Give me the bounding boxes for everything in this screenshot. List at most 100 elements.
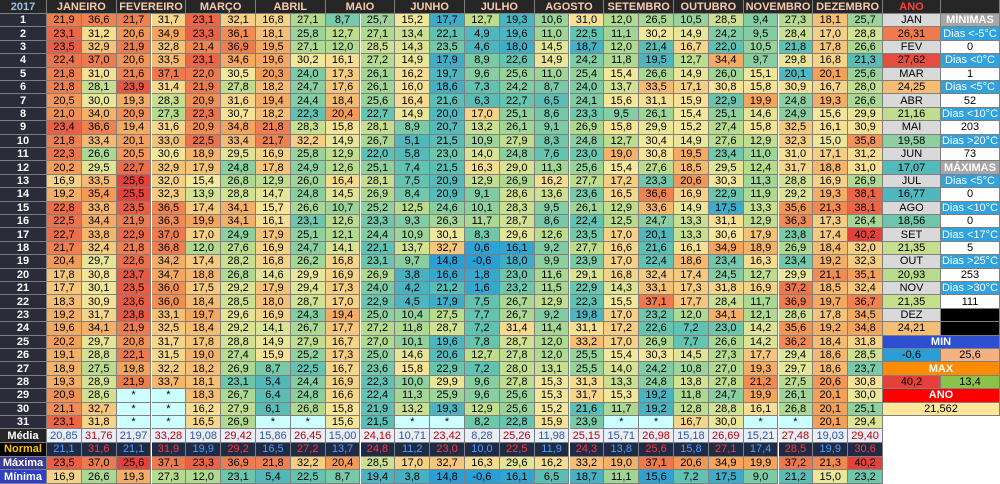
temperature-cell: 20,5	[116, 148, 152, 162]
temperature-cell: 9,5	[534, 201, 570, 215]
temperature-cell: 19,8	[569, 308, 605, 323]
temperature-cell: 20,9	[430, 188, 465, 202]
temperature-cell: 8,3	[534, 134, 570, 148]
side-month-cell: 16,77	[883, 188, 941, 202]
temperature-cell: 32,0	[848, 241, 883, 256]
temperature-cell: 24,2	[569, 54, 605, 68]
day-label: 9	[0, 121, 47, 135]
temperature-cell: 31,7	[778, 161, 814, 175]
summary-cell: 23,5	[47, 456, 82, 471]
summary-cell: 5,4	[256, 470, 291, 484]
temperature-cell: 34,1	[221, 215, 256, 229]
temperature-cell: 32,2	[290, 134, 326, 148]
temperature-cell: 22,3	[186, 107, 222, 122]
temperature-cell: 16,1	[499, 241, 535, 256]
temperature-cell: 18,4	[325, 94, 361, 108]
temperature-cell: 28,5	[848, 349, 883, 363]
temperature-cell: 30,7	[221, 107, 256, 122]
temperature-cell: 29,5	[81, 161, 117, 175]
summary-cell: 8,28	[465, 429, 500, 444]
temperature-cell: 14,9	[674, 134, 709, 148]
temperature-cell: 36,2	[778, 335, 814, 349]
temperature-cell: 25,1	[499, 107, 535, 122]
count-cell: 52	[941, 94, 1000, 108]
temperature-cell: 32,9	[151, 161, 187, 175]
day-label: 10	[0, 134, 47, 148]
temperature-cell: 28,8	[848, 27, 883, 41]
summary-cell: 20,6	[674, 456, 709, 471]
temperature-cell: 24,8	[778, 94, 814, 108]
temperature-cell: 13,3	[604, 375, 640, 390]
temperature-cell: 18,5	[674, 161, 709, 175]
temperature-cell: 25,0	[360, 349, 396, 363]
temperature-cell: 12,0	[604, 14, 640, 28]
summary-cell: 32,2	[290, 456, 326, 471]
temperature-cell: 15,1	[743, 67, 779, 81]
temperature-cell: 16,7	[325, 362, 361, 376]
summary-label: Média	[0, 429, 47, 444]
temperature-cell: 23,8	[116, 308, 152, 323]
temperature-cell: 23,4	[778, 255, 814, 269]
temperature-cell: 33,2	[569, 335, 605, 349]
temperature-cell: 29,4	[290, 282, 326, 296]
summary-cell: 26,45	[290, 429, 326, 444]
temperature-cell: 16,2	[186, 402, 222, 416]
temperature-cell: 16,8	[256, 255, 291, 269]
temperature-cell: 10,8	[674, 362, 709, 376]
temperature-cell: 25,6	[848, 67, 883, 81]
temperature-cell: 17,0	[325, 295, 361, 309]
side-month-cell: 20,93	[883, 268, 941, 282]
temperature-cell: 12,0	[604, 40, 640, 55]
month-header: ABRIL	[256, 0, 326, 14]
temperature-cell: 12,0	[674, 308, 709, 323]
temperature-cell: 11,9	[743, 188, 779, 202]
temperature-cell: 35,1	[848, 268, 883, 282]
temperature-cell: 15,8	[325, 121, 361, 135]
temperature-cell: 28,1	[360, 174, 396, 189]
temperature-cell: 8,6	[534, 107, 570, 122]
temperature-cell: 24,8	[290, 389, 326, 403]
summary-cell: 11,1	[604, 470, 640, 484]
temperature-cell: 26,3	[430, 215, 465, 229]
summary-cell: 16,2	[534, 456, 570, 471]
temperature-cell: 19,2	[47, 308, 82, 323]
temperature-cell: 36,3	[778, 215, 814, 229]
temperature-cell: 23,6	[569, 188, 605, 202]
temperature-cell: 22,9	[708, 94, 744, 108]
temperature-cell: 8,2	[465, 416, 500, 430]
temperature-cell: 16,2	[395, 67, 431, 81]
temperature-cell: 19,3	[813, 94, 849, 108]
temperature-cell: 10,9	[395, 228, 431, 242]
temperature-cell: 9,7	[395, 255, 431, 269]
temperature-cell: 12,9	[256, 174, 291, 189]
temperature-cell: 24,8	[290, 188, 326, 202]
temperature-cell: 16,7	[674, 416, 709, 430]
temperature-cell: 18,4	[813, 241, 849, 256]
temperature-cell: 29,7	[81, 335, 117, 349]
temperature-cell: 16,9	[325, 375, 361, 390]
temperature-cell: 26,0	[290, 174, 326, 189]
day-label: 20	[0, 268, 47, 282]
temperature-cell: 17,8	[813, 308, 849, 323]
temperature-cell: 21,9	[116, 40, 152, 55]
temperature-cell: 23,0	[430, 148, 465, 162]
temperature-cell: 19,7	[813, 295, 849, 309]
temperature-cell: 19,6	[47, 322, 82, 336]
temperature-cell: 17,3	[813, 215, 849, 229]
temperature-cell: 33,5	[81, 174, 117, 189]
temperature-cell: 12,9	[743, 215, 779, 229]
summary-cell: 28,5	[360, 456, 396, 471]
count-label: Dias <5°C	[941, 174, 1000, 189]
temperature-cell: 31,1	[639, 94, 674, 108]
summary-cell: 23,42	[430, 429, 465, 444]
temperature-cell: 36,0	[151, 295, 187, 309]
temperature-cell: 12,4	[743, 161, 779, 175]
summary-cell: 21,1	[116, 443, 152, 457]
temperature-cell: 23,0	[708, 322, 744, 336]
temperature-cell: 31,8	[81, 416, 117, 430]
temperature-cell: 14,5	[674, 349, 709, 363]
temperature-cell: 16,9	[813, 174, 849, 189]
temperature-cell: 22,6	[116, 255, 152, 269]
temperature-cell: 12,5	[604, 215, 640, 229]
temperature-cell: 17,0	[465, 107, 500, 122]
